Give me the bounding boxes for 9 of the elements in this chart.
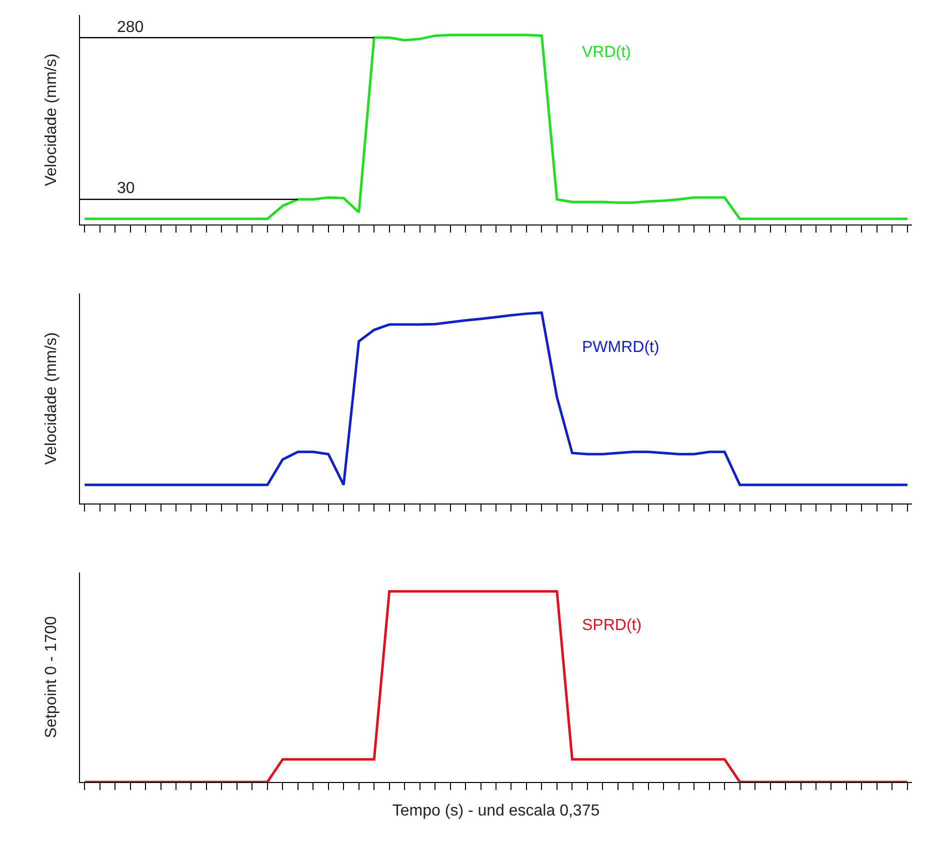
series-label: PWMRD(t) bbox=[582, 339, 660, 356]
series-label: SPRD(t) bbox=[582, 617, 642, 634]
y-axis-title: Velocidade (mm/s) bbox=[42, 332, 60, 465]
y-axis-title: Setpoint 0 - 1700 bbox=[42, 616, 60, 738]
ref-line-label: 280 bbox=[117, 19, 144, 36]
text: VRD(t) bbox=[582, 44, 631, 61]
ref-line-label: 30 bbox=[117, 180, 135, 197]
x-axis-title: Tempo (s) - und escala 0,375 bbox=[392, 802, 600, 820]
y-axis-title: Velocidade (mm/s) bbox=[42, 54, 60, 186]
